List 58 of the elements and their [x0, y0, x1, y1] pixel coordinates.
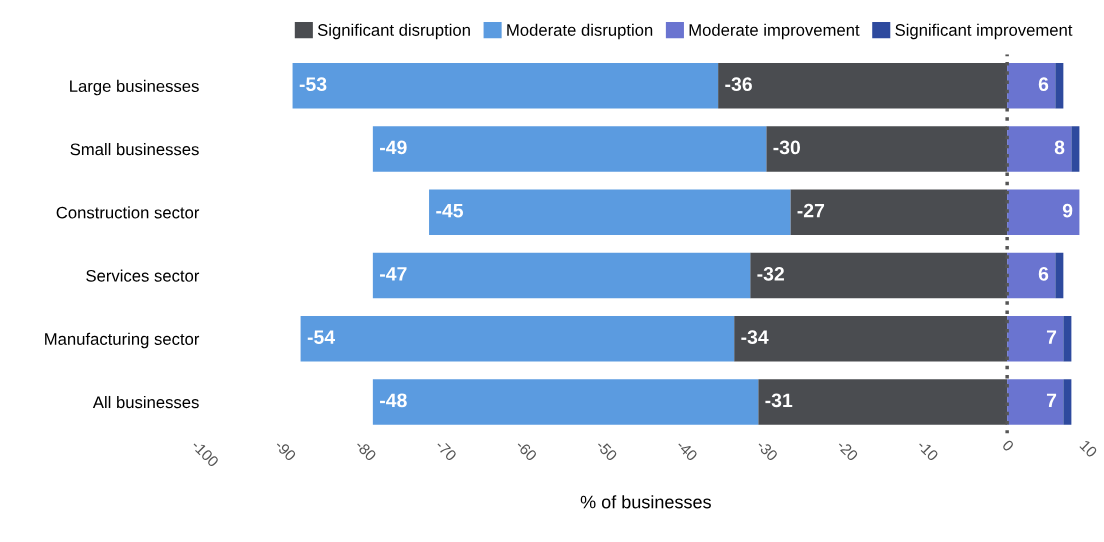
y-tick-label: Large businesses	[70, 79, 199, 96]
x-tick-label: -80	[354, 439, 377, 462]
bar	[1007, 315, 1064, 362]
x-tick-label: 10	[1079, 439, 1098, 458]
x-tick-label: -100	[191, 439, 220, 468]
x-tick-label: -50	[595, 439, 618, 462]
data-label: 8	[1054, 140, 1065, 155]
bar	[1007, 63, 1056, 109]
x-tick-label: -60	[515, 439, 538, 462]
data-label: 9	[1062, 203, 1073, 218]
y-tick-label: Small businesses	[70, 143, 199, 156]
bar	[372, 252, 751, 299]
x-tick-label: -30	[756, 439, 779, 462]
legend-label: Moderate improvement	[689, 23, 860, 40]
x-tick-label: -90	[274, 439, 297, 462]
bar	[1007, 126, 1072, 172]
data-label: -31	[765, 393, 793, 408]
data-label: -49	[380, 140, 407, 155]
legend-label: Significant disruption	[317, 23, 470, 40]
x-tick-label: -10	[916, 439, 939, 462]
x-tick-label: -20	[836, 439, 859, 462]
data-label: -32	[757, 266, 784, 281]
y-tick-label: Manufacturing sector	[45, 332, 200, 349]
x-tick-label: -70	[434, 439, 458, 462]
data-label: -45	[436, 203, 464, 218]
y-tick-label: All businesses	[92, 395, 199, 409]
data-label: -30	[773, 140, 801, 155]
bar	[1007, 189, 1080, 236]
legend-label: Significant improvement	[895, 23, 1073, 40]
data-label: 7	[1046, 330, 1057, 344]
x-tick-label: -40	[675, 439, 699, 462]
data-label: -48	[380, 393, 407, 408]
bar	[1071, 126, 1080, 172]
bar	[1063, 379, 1072, 425]
bar	[292, 63, 719, 109]
bar	[429, 189, 791, 236]
data-label: -53	[299, 77, 327, 92]
bar	[1007, 379, 1064, 425]
data-label: 6	[1038, 77, 1049, 92]
x-axis-title: % of businesses	[580, 495, 711, 509]
x-tick-label: 0	[1001, 439, 1015, 452]
bar	[1063, 315, 1072, 362]
data-label: -36	[725, 77, 752, 92]
data-label: 7	[1046, 393, 1057, 408]
data-label: -27	[797, 203, 825, 218]
bar	[1007, 252, 1056, 299]
data-label: -47	[380, 267, 407, 281]
data-label: 6	[1038, 266, 1049, 281]
data-label: -34	[741, 330, 769, 344]
y-tick-label: Services sector	[86, 269, 200, 282]
bar	[1055, 63, 1064, 109]
bar	[1055, 252, 1064, 299]
bar	[372, 379, 759, 425]
bar	[300, 315, 735, 362]
bar	[372, 126, 767, 172]
legend-label: Moderate disruption	[507, 23, 653, 40]
y-tick-label: Construction sector	[56, 206, 200, 219]
data-label: -54	[307, 330, 336, 344]
